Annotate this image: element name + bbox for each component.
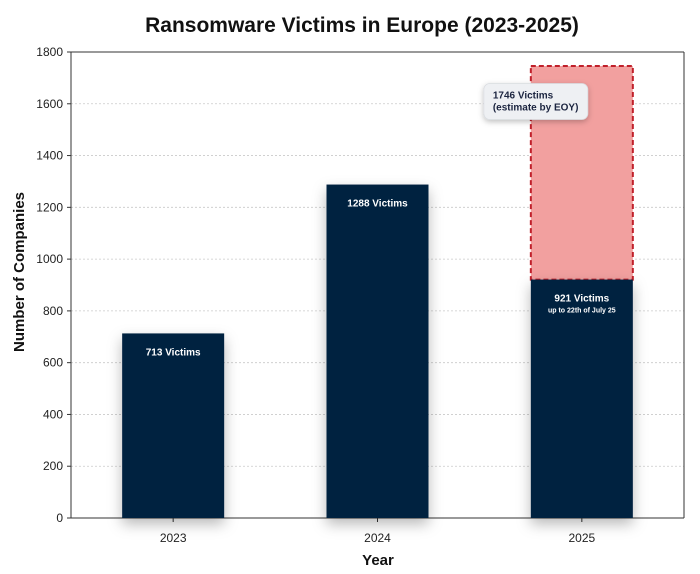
y-tick-label: 1000: [36, 252, 63, 266]
y-tick-label: 1400: [36, 149, 63, 163]
x-axis-title: Year: [362, 552, 394, 569]
estimate-callout: [483, 83, 589, 120]
data-labels: 713 Victims 1288 Victims 1746 Victims(esti…: [146, 83, 616, 358]
bars: [122, 64, 634, 518]
y-tick-label: 800: [43, 304, 63, 318]
bar-value-label: 713 Victims: [146, 347, 201, 358]
estimate-callout-text: (estimate by EOY): [493, 102, 579, 113]
y-tick-label: 1200: [36, 200, 63, 214]
chart-title: Ransomware Victims in Europe (2023-2025): [145, 14, 579, 37]
bar-sub-label: up to 22th of July 25: [548, 308, 616, 315]
x-tick-label: 2025: [568, 531, 595, 545]
y-tick-label: 200: [43, 459, 63, 473]
y-tick-label: 400: [43, 407, 63, 421]
y-tick-label: 1800: [36, 45, 63, 59]
y-tick-label: 0: [56, 511, 63, 525]
y-tick-label: 600: [43, 356, 63, 370]
bar-value-label: 1288 Victims: [347, 199, 408, 210]
bar-value-label: 921 Victims: [554, 294, 609, 305]
x-tick-label: 2023: [160, 531, 187, 545]
estimate-callout-text: 1746 Victims: [493, 90, 554, 101]
x-tick-label: 2024: [364, 531, 391, 545]
bar: [122, 333, 225, 518]
y-axis-title: Number of Companies: [11, 192, 28, 352]
y-tick-label: 1600: [36, 97, 63, 111]
estimate-bar-outline: [529, 64, 634, 281]
bar: [326, 184, 429, 518]
axes: 0 200 400 600 800 1000 1200 1400 1600 1800 2023 202…: [36, 45, 685, 545]
bar: [530, 279, 633, 518]
